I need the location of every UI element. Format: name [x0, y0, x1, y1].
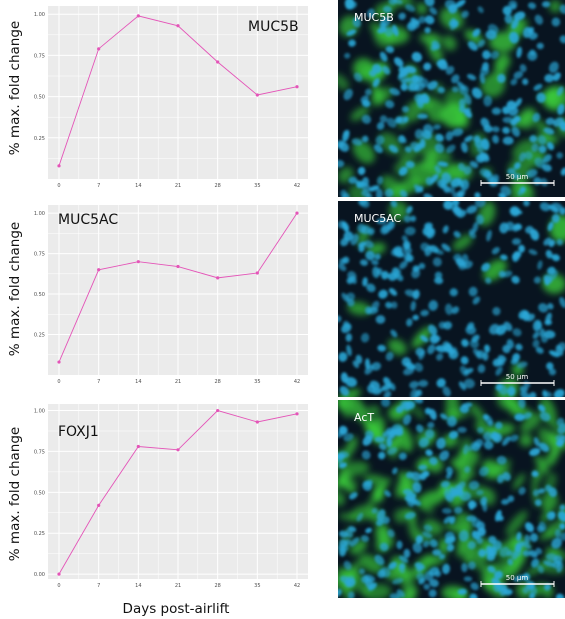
chart-title: MUC5AC — [58, 212, 118, 228]
micrograph-0: MUC5B 50 µm — [338, 0, 565, 197]
xtick-label: 21 — [175, 583, 181, 589]
ytick-label: 1.00 — [34, 12, 45, 18]
ytick-label: 0.75 — [34, 449, 45, 455]
chart-title: FOXJ1 — [58, 424, 99, 440]
micrograph-label: MUC5AC — [354, 212, 402, 225]
data-point — [255, 93, 259, 97]
ytick-label: 0.00 — [34, 572, 45, 578]
ytick-label: 0.50 — [34, 95, 45, 101]
data-point — [176, 264, 180, 269]
chart-1: 0.25 0.50 0.75 1.00 0 7 14 21 28 35 42 MUC5AC — [34, 205, 308, 385]
xtick-label: 14 — [135, 583, 141, 589]
xtick-label: 35 — [254, 183, 260, 189]
xtick-label: 7 — [97, 379, 100, 385]
xtick-label: 14 — [135, 379, 141, 385]
nuclei-layer — [338, 201, 565, 397]
data-point — [97, 503, 101, 508]
data-point — [97, 268, 101, 272]
data-point — [255, 420, 259, 424]
ytick-label: 0.25 — [34, 333, 45, 339]
xtick-label: 0 — [57, 379, 60, 385]
chart-0: 0.25 0.50 0.75 1.00 0 7 14 21 28 35 42 MUC5B — [34, 6, 308, 189]
data-point — [216, 60, 220, 64]
ytick-label: 1.00 — [34, 211, 45, 217]
ytick-label: 0.75 — [34, 252, 45, 258]
data-point — [57, 572, 61, 576]
micrograph-1: MUC5AC 50 µm — [338, 201, 565, 397]
data-point — [136, 260, 140, 264]
ytick-label: 0.50 — [34, 490, 45, 496]
ytick-label: 0.50 — [34, 292, 45, 298]
xlabel: Days post-airlift — [123, 601, 230, 617]
data-point — [136, 444, 140, 449]
ytick-label: 1.00 — [34, 409, 45, 415]
ytick-label: 0.75 — [34, 53, 45, 59]
data-point — [57, 164, 61, 168]
nuclei-layer — [338, 0, 565, 197]
data-point — [295, 412, 299, 416]
xtick-label: 35 — [254, 379, 260, 385]
data-point — [295, 211, 299, 215]
xtick-label: 42 — [294, 183, 300, 189]
data-point — [57, 360, 61, 364]
micrograph-2: AcT 50 µm — [338, 400, 565, 598]
scalebar-label: 50 µm — [506, 373, 529, 381]
data-point — [255, 271, 259, 275]
data-point — [176, 24, 180, 28]
xtick-label: 28 — [214, 379, 220, 385]
xtick-label: 21 — [175, 379, 181, 385]
data-point — [216, 276, 220, 280]
data-point — [295, 85, 299, 89]
ytick-label: 0.25 — [34, 136, 45, 142]
ylabel-top: % max. fold change — [7, 21, 23, 155]
charts: 0.25 0.50 0.75 1.00 0 7 14 21 28 35 42 MUC5B 0.25 0.5… — [34, 6, 308, 589]
xtick-label: 42 — [294, 379, 300, 385]
data-point — [216, 408, 220, 413]
data-point — [136, 14, 140, 18]
micrograph-label: MUC5B — [354, 11, 394, 24]
data-point — [97, 47, 101, 51]
xtick-label: 7 — [97, 583, 100, 589]
xtick-label: 28 — [214, 583, 220, 589]
xtick-label: 7 — [97, 183, 100, 189]
ylabel-bottom: % max. fold change — [7, 427, 23, 561]
xtick-label: 21 — [175, 183, 181, 189]
scalebar-label: 50 µm — [506, 173, 529, 181]
micrograph-label: AcT — [354, 411, 374, 424]
xtick-label: 28 — [214, 183, 220, 189]
data-point — [176, 448, 180, 452]
chart-title: MUC5B — [248, 19, 299, 35]
ylabel-middle: % max. fold change — [7, 222, 23, 356]
xtick-label: 35 — [254, 583, 260, 589]
micrographs: MUC5B 50 µm MUC5AC 50 µm AcT 50 µm — [338, 0, 565, 598]
xtick-label: 14 — [135, 183, 141, 189]
ytick-label: 0.25 — [34, 531, 45, 537]
scalebar-label: 50 µm — [506, 574, 529, 582]
xtick-label: 0 — [57, 183, 60, 189]
chart-2: 0.00 0.25 0.50 0.75 1.00 0 7 14 21 28 35 42 FOXJ1 — [34, 404, 308, 589]
xtick-label: 42 — [294, 583, 300, 589]
xtick-label: 0 — [57, 583, 60, 589]
